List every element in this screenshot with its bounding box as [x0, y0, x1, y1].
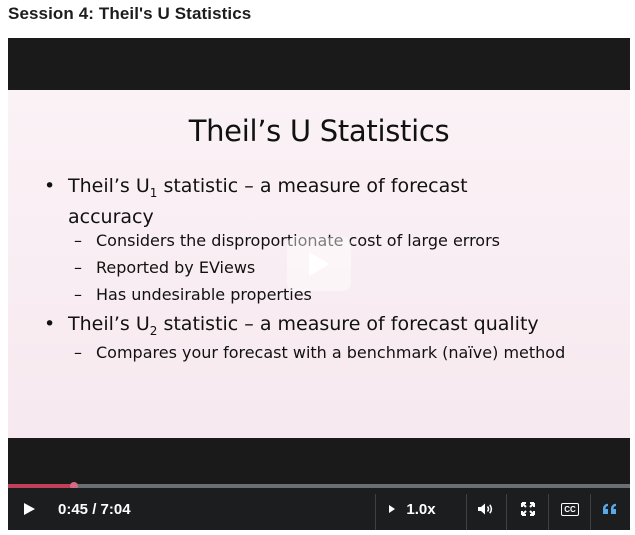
transcript-button[interactable] — [594, 488, 626, 530]
slide-title: Theil’s U Statistics — [188, 114, 450, 148]
divider — [506, 494, 507, 530]
time-display: 0:45 / 7:04 — [58, 500, 131, 518]
play-icon — [309, 252, 330, 276]
divider — [590, 494, 591, 530]
slide: Theil’s U Statistics • Theil’s U1 statis… — [8, 90, 630, 438]
captions-button[interactable]: CC — [554, 488, 586, 530]
bullet-dot: • — [44, 175, 56, 197]
bullet-1-text: Theil’s U1 statistic – a measure of fore… — [68, 175, 468, 228]
bullet-2-text: Theil’s U2 statistic – a measure of fore… — [68, 313, 539, 338]
progress-bar[interactable] — [8, 482, 630, 490]
center-play-button[interactable] — [287, 237, 351, 291]
divider — [375, 494, 376, 530]
page-title: Session 4: Theil's U Statistics — [8, 4, 252, 23]
expand-icon — [521, 502, 535, 516]
speed-label: 1.0x — [406, 500, 436, 518]
play-icon — [24, 503, 35, 515]
control-bar: 0:45 / 7:04 1.0x — [8, 488, 630, 530]
divider — [466, 494, 467, 530]
divider — [548, 494, 549, 530]
cc-icon: CC — [561, 502, 579, 516]
volume-icon — [478, 503, 493, 515]
quote-icon — [603, 503, 616, 514]
volume-button[interactable] — [470, 488, 502, 530]
bullet-dot: • — [44, 313, 56, 335]
video-area[interactable]: Theil’s U Statistics • Theil’s U1 statis… — [8, 38, 630, 484]
triangle-right-icon — [389, 505, 396, 513]
play-button[interactable] — [14, 488, 44, 530]
fullscreen-button[interactable] — [512, 488, 544, 530]
speed-button[interactable]: 1.0x — [380, 488, 444, 530]
progress-fill — [8, 484, 74, 488]
progress-knob[interactable] — [69, 482, 78, 490]
video-player[interactable]: Theil’s U Statistics • Theil’s U1 statis… — [8, 38, 630, 530]
